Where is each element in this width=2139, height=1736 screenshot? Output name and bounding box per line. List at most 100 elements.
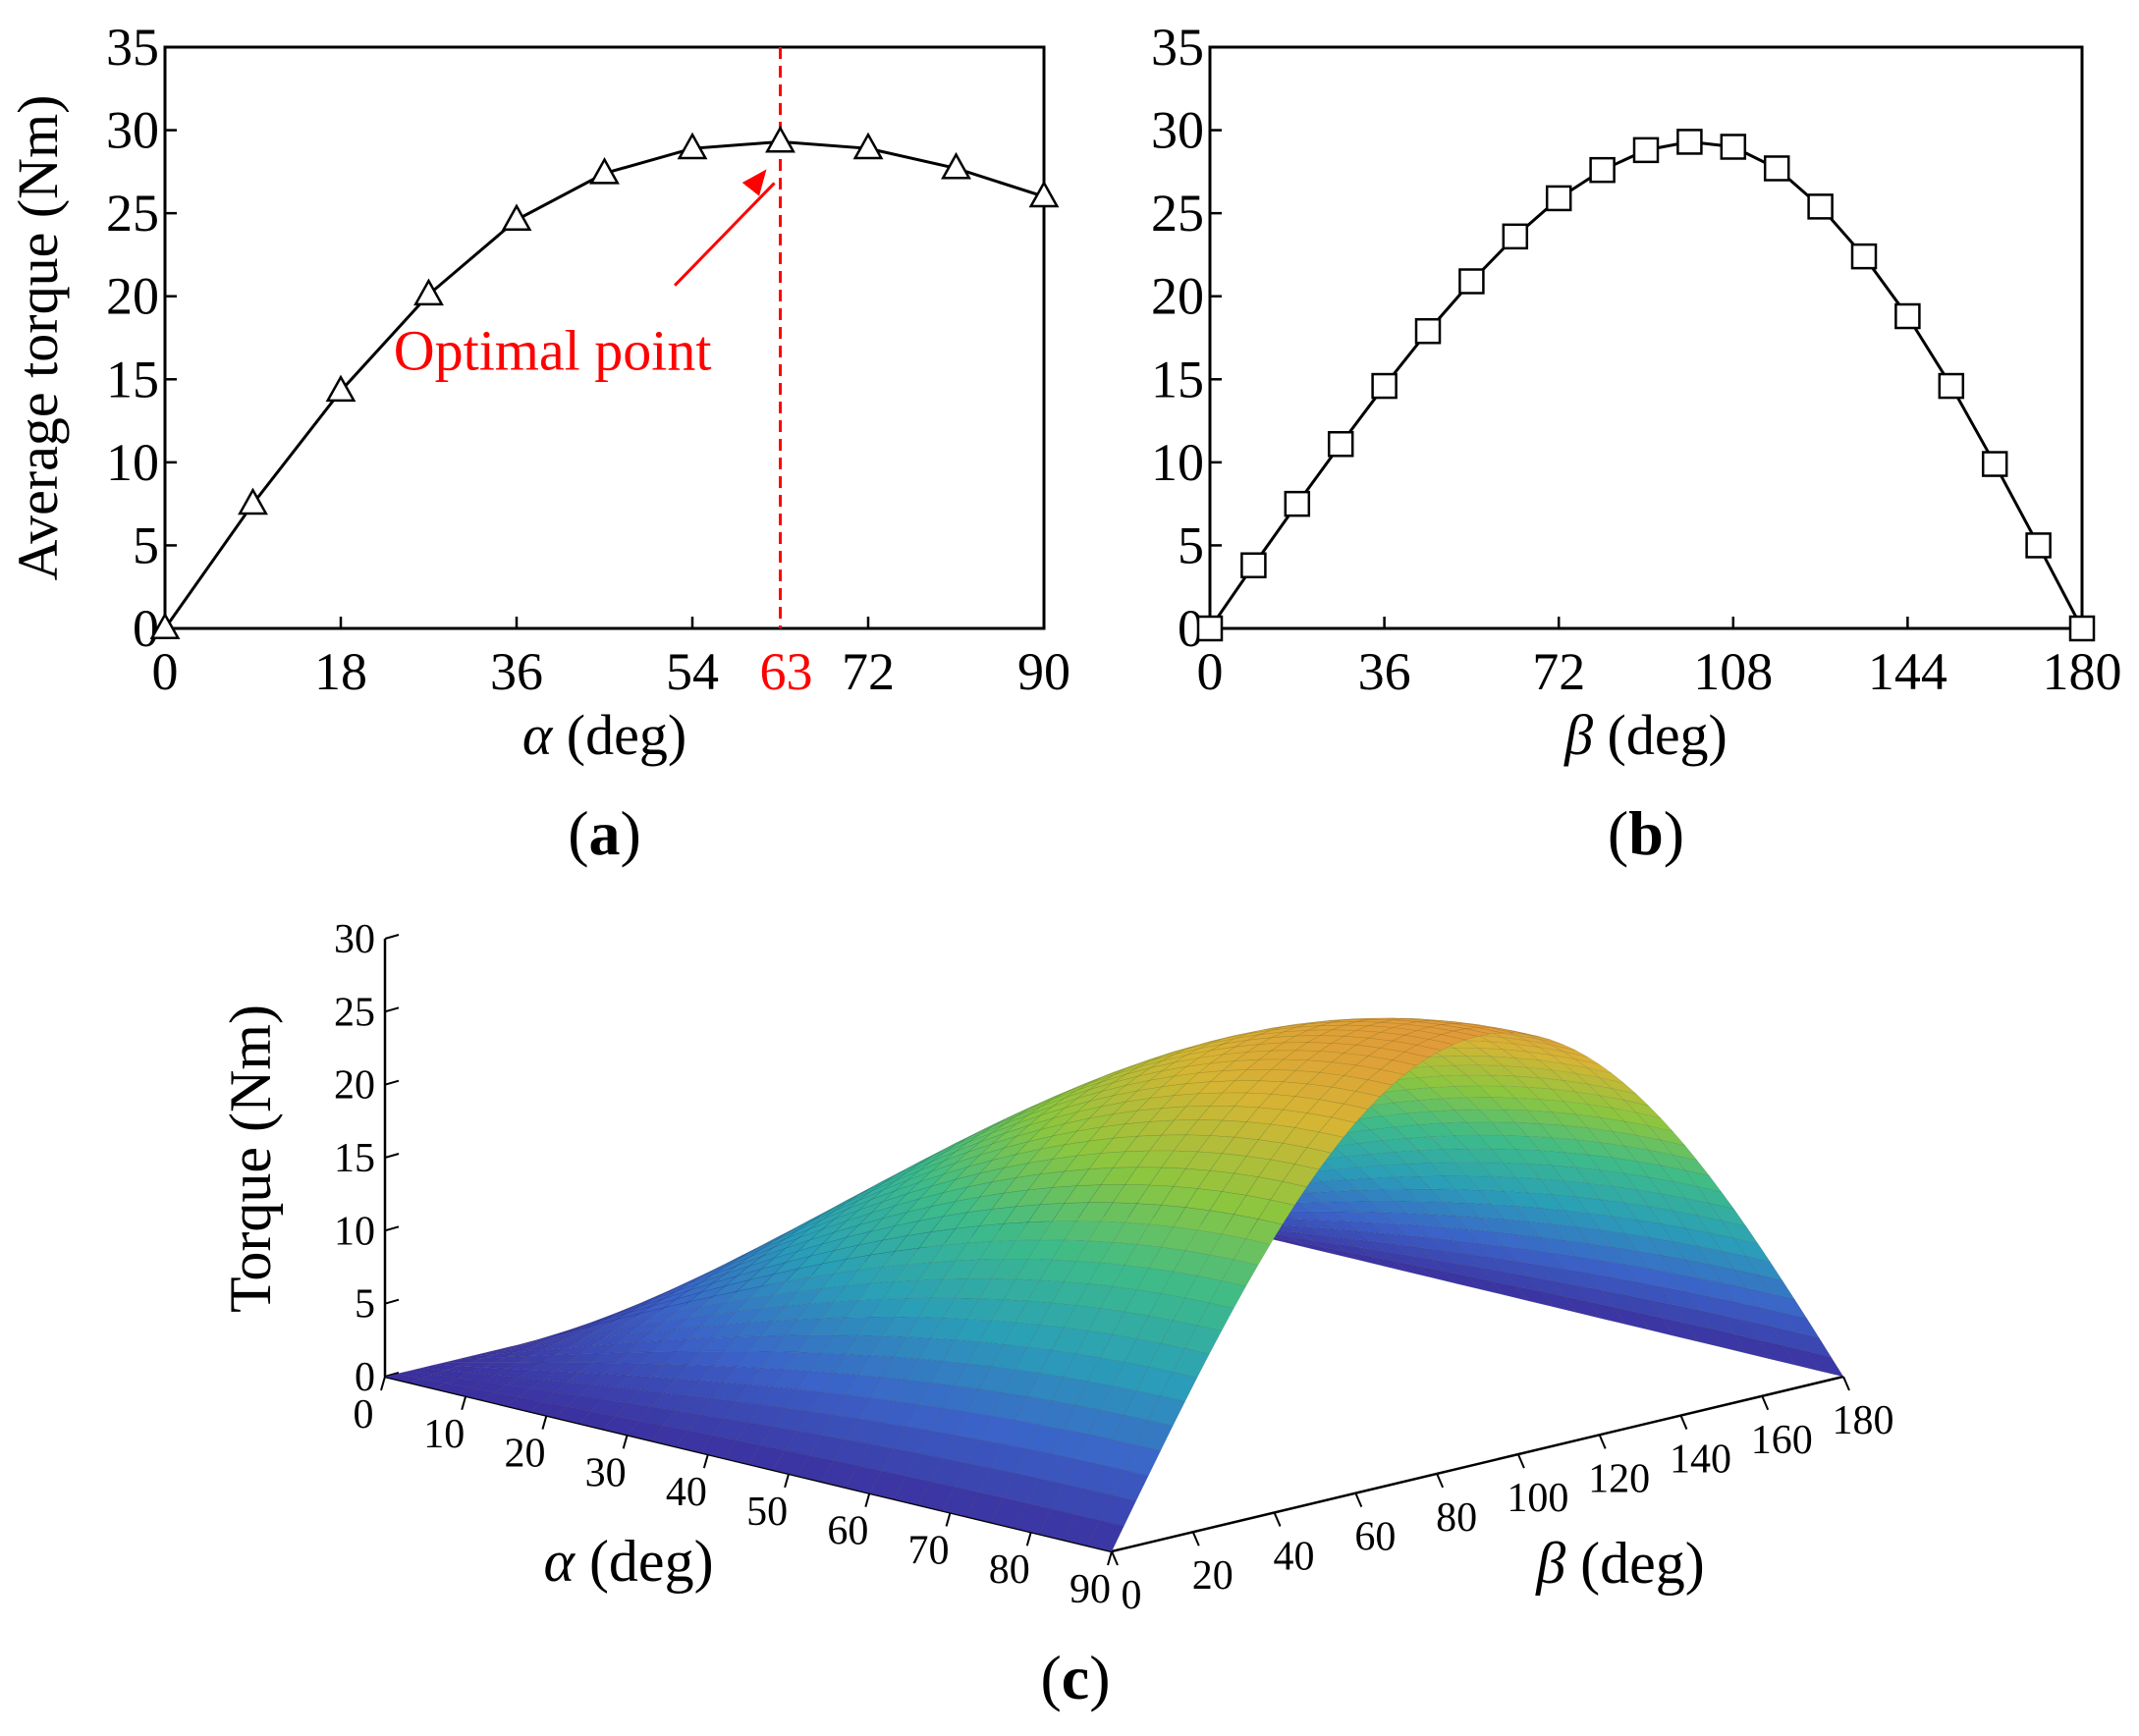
alpha-tick-mark: [380, 1376, 386, 1391]
optimal-point-label: Optimal point: [394, 319, 712, 383]
data-point-marker: [1371, 372, 1398, 400]
x-axis-symbol: α: [522, 703, 554, 767]
data-point-marker: [1284, 490, 1311, 517]
alpha-tick-mark: [1107, 1550, 1113, 1566]
data-point-marker: [2068, 615, 2096, 642]
panel-a: 0 5 10 15 20 25 30 35 0 18 36 54 72 90 63 Optimal point…: [6, 18, 1070, 868]
z-tick-label: 5: [355, 1282, 375, 1328]
surface-patch: [1490, 1027, 1527, 1035]
surface-patch: [1135, 1420, 1174, 1451]
y-tick-label: 0: [133, 599, 159, 658]
data-point-marker: [1589, 156, 1616, 184]
z-tick-mark: [384, 1006, 400, 1013]
z-tick-mark: [384, 1079, 400, 1086]
x-tick-label: 54: [666, 642, 719, 701]
x-tick-label: 0: [1197, 642, 1224, 701]
beta-tick-label: 80: [1436, 1495, 1477, 1541]
y-tick-label: 5: [133, 515, 159, 574]
z-tick-label: 15: [334, 1136, 375, 1181]
data-point-marker: [1414, 317, 1442, 345]
data-point-marker: [1676, 129, 1703, 155]
surface-patch: [1392, 1052, 1430, 1066]
panel-label-open: (: [1608, 798, 1628, 868]
beta-tick-mark: [1598, 1434, 1607, 1449]
panel-label: (c): [1040, 1643, 1110, 1712]
surface-patch: [1086, 1519, 1124, 1552]
data-point-marker: [1894, 302, 1921, 330]
beta-axis-symbol: β: [1535, 1531, 1565, 1596]
x-axis-unit: (deg): [552, 703, 686, 767]
panel-label: (a): [568, 798, 641, 868]
surface-patch: [1782, 1312, 1820, 1338]
alpha-tick-label: 40: [666, 1470, 707, 1515]
beta-tick-label: 160: [1751, 1418, 1813, 1463]
alpha-tick-label: 20: [504, 1432, 545, 1477]
x-tick-label: 72: [1532, 642, 1585, 701]
alpha-tick-label: 0: [354, 1392, 374, 1438]
y-tick-label: 10: [106, 433, 159, 492]
y-tick-label: 30: [1151, 101, 1204, 160]
surface-patch: [1343, 1091, 1381, 1110]
y-tick-label: 35: [106, 18, 159, 77]
data-point-marker: [765, 125, 795, 153]
surface-patch: [1184, 1325, 1223, 1355]
beta-tick-mark: [1679, 1415, 1688, 1430]
data-point-marker: [589, 156, 620, 185]
surface-patch: [1770, 1293, 1808, 1320]
z-tick-label: 0: [355, 1355, 375, 1400]
data-point-marker: [413, 278, 444, 306]
y-tick-label: 15: [106, 350, 159, 408]
beta-axis-label: β (deg): [1535, 1531, 1704, 1596]
y-tick-label: 10: [1151, 433, 1204, 492]
surface-patch: [1257, 1199, 1295, 1225]
x-tick-label: 72: [842, 642, 895, 701]
beta-tick-mark: [1842, 1376, 1850, 1391]
y-tick-label: 20: [106, 267, 159, 326]
data-point-marker: [1632, 136, 1660, 164]
surface-patch: [1379, 1059, 1418, 1075]
plot-frame: [1208, 45, 2084, 630]
alpha-tick-mark: [702, 1453, 709, 1469]
alpha-axis-unit: (deg): [575, 1529, 714, 1594]
surface-patch: [1209, 1280, 1247, 1309]
z-tick-label: 30: [334, 917, 375, 962]
data-point-marker: [501, 203, 532, 231]
z-tick-mark: [384, 1298, 400, 1305]
alpha-tick-mark: [945, 1512, 952, 1527]
y-tick-label: 20: [1151, 267, 1204, 326]
surface-patch: [1233, 1238, 1271, 1266]
x-tick-label: 36: [490, 642, 543, 701]
x-axis-label: β (deg): [1563, 703, 1728, 767]
data-point-marker: [941, 151, 971, 180]
surface-patch: [1318, 1116, 1356, 1138]
beta-axis-line: [1111, 1375, 1844, 1553]
x-tick-label: 180: [2043, 642, 2122, 701]
surface-patch: [1331, 1103, 1369, 1123]
panel-label-open: (: [568, 798, 588, 868]
surface-patch: [1099, 1494, 1137, 1527]
x-tick-label: 90: [1017, 642, 1070, 701]
surface-patch: [1221, 1259, 1259, 1287]
alpha-tick-label: 30: [585, 1450, 627, 1495]
panel-label-close: ): [1664, 798, 1684, 868]
data-point-marker: [1458, 268, 1485, 295]
data-point-marker: [1028, 180, 1060, 208]
surface-patch: [1282, 1164, 1320, 1188]
x-axis-unit: (deg): [1593, 703, 1728, 767]
series-line: [163, 139, 1045, 629]
surface-patch: [1160, 1372, 1198, 1402]
alpha-tick-label: 70: [908, 1528, 950, 1573]
alpha-tick-mark: [864, 1492, 871, 1507]
data-point-marker: [149, 612, 181, 640]
surface-patch: [1147, 1395, 1185, 1427]
data-point-marker: [1981, 451, 2008, 477]
alpha-tick-label: 80: [989, 1547, 1030, 1593]
surface-patch: [1696, 1185, 1735, 1210]
data-point-marker: [1196, 615, 1224, 642]
surface-patch: [1172, 1348, 1210, 1379]
alpha-tick-mark: [1025, 1531, 1032, 1546]
z-tick-label: 25: [334, 990, 375, 1035]
plot-frame: [163, 45, 1046, 630]
